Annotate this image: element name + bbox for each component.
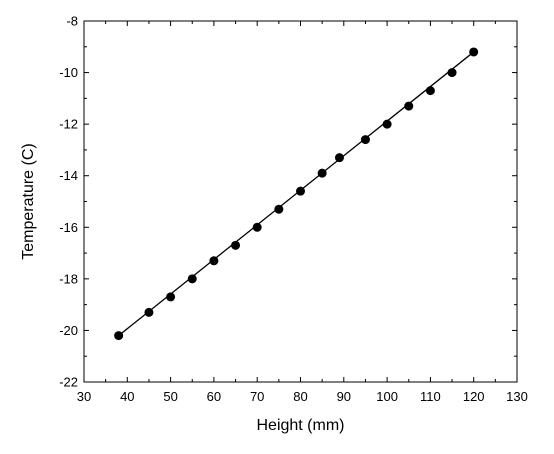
y-tick-label: -8: [66, 14, 78, 29]
data-point: [187, 274, 197, 284]
y-axis-title: Temperature (C): [20, 143, 37, 259]
x-tick-label: 60: [207, 389, 221, 404]
data-point: [317, 168, 327, 178]
x-tick-label: 120: [463, 389, 485, 404]
x-tick-label: 30: [77, 389, 91, 404]
x-tick-label: 70: [250, 389, 264, 404]
data-point: [274, 204, 284, 214]
data-point: [469, 47, 479, 57]
data-point: [166, 292, 176, 302]
plot-marks: [114, 47, 479, 341]
axis-ticks: 30 40 50 60 70 80 90 100 110 120 130 -22 -20 -18 -16 -1…: [59, 14, 528, 405]
data-point: [382, 119, 392, 129]
data-point: [209, 256, 219, 266]
data-point: [334, 153, 344, 163]
x-tick-label: 90: [337, 389, 351, 404]
y-tick-label: -12: [59, 117, 78, 132]
data-point: [425, 86, 435, 96]
data-point: [231, 240, 241, 250]
y-tick-label: -22: [59, 375, 78, 390]
data-point: [296, 186, 305, 196]
y-tick-label: -18: [59, 271, 78, 286]
data-point: [114, 331, 124, 341]
fit-line: [118, 51, 475, 337]
x-axis-title: Height (mm): [256, 417, 344, 434]
x-tick-label: 110: [420, 389, 441, 404]
x-tick-label: 50: [163, 389, 177, 404]
y-tick-label: -20: [59, 323, 78, 338]
x-tick-label: 130: [506, 389, 528, 404]
y-tick-label: -14: [59, 168, 78, 183]
y-tick-label: -10: [59, 65, 78, 80]
x-tick-label: 80: [293, 389, 307, 404]
data-point: [360, 135, 370, 145]
data-point: [144, 307, 154, 317]
x-tick-label: 100: [376, 389, 398, 404]
y-tick-label: -16: [59, 220, 78, 235]
x-tick-label: 40: [120, 389, 134, 404]
data-point: [447, 68, 457, 78]
data-point: [404, 101, 414, 111]
data-point: [252, 222, 262, 232]
